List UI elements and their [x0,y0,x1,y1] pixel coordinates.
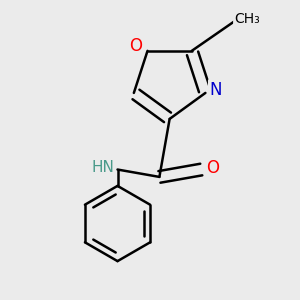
Text: CH₃: CH₃ [235,12,260,26]
Text: HN: HN [92,160,114,175]
Text: N: N [210,81,222,99]
Text: O: O [206,159,219,177]
Text: O: O [130,37,142,55]
